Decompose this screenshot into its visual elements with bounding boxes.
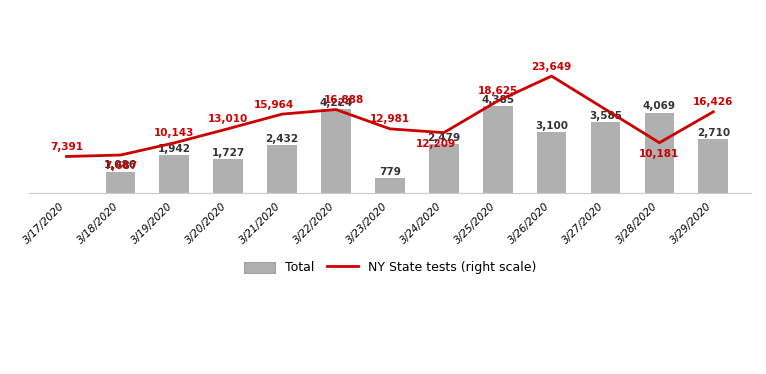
Text: 3,585: 3,585 [589,111,622,121]
Bar [267,145,297,193]
Bar [699,140,728,193]
Text: 16,426: 16,426 [693,97,734,107]
Text: 23,649: 23,649 [532,62,571,72]
Bar [537,132,566,193]
Bar [321,110,351,193]
Text: 2,710: 2,710 [697,128,730,138]
Text: 3,100: 3,100 [535,121,568,131]
Text: 7,391: 7,391 [50,142,83,152]
Text: 10,143: 10,143 [154,128,195,138]
Bar [644,113,674,193]
Text: 1,727: 1,727 [211,148,245,158]
Text: 4,224: 4,224 [319,98,352,108]
Text: 1,086: 1,086 [104,160,137,171]
Text: 16,888: 16,888 [324,95,364,105]
Text: 12,981: 12,981 [370,114,410,125]
Bar [214,159,243,193]
Text: 2,432: 2,432 [266,134,299,144]
Text: 12,209: 12,209 [416,139,456,148]
Bar [375,178,404,193]
Text: 4,385: 4,385 [481,95,514,105]
Text: 1,942: 1,942 [158,144,191,154]
Text: 779: 779 [379,166,401,177]
Text: 15,964: 15,964 [254,99,294,110]
Bar [159,154,189,193]
Bar [591,122,620,193]
Text: 10,181: 10,181 [640,148,679,159]
Text: 2,479: 2,479 [427,133,460,143]
Text: 13,010: 13,010 [208,114,248,124]
Bar [429,144,459,193]
Text: 4,069: 4,069 [643,101,676,111]
Bar [106,172,136,193]
Text: 18,625: 18,625 [477,86,518,96]
Text: 7,687: 7,687 [104,161,137,171]
Bar [483,106,512,193]
Legend: Total, NY State tests (right scale): Total, NY State tests (right scale) [238,257,542,279]
